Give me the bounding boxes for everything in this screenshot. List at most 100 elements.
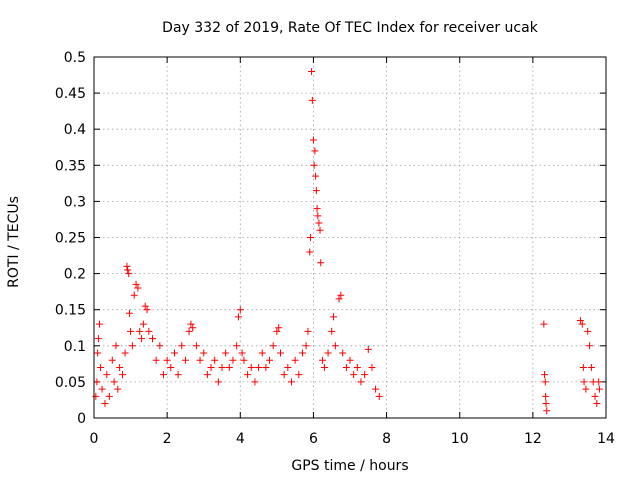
data-point xyxy=(353,363,361,371)
data-point xyxy=(200,349,208,357)
data-point xyxy=(287,378,295,386)
x-axis-label: GPS time / hours xyxy=(291,458,408,474)
data-point xyxy=(317,259,325,267)
data-point xyxy=(266,356,274,364)
data-point xyxy=(587,363,595,371)
data-point xyxy=(576,317,584,325)
data-point xyxy=(368,363,376,371)
data-point xyxy=(591,392,599,400)
data-point xyxy=(101,400,109,408)
data-point xyxy=(93,378,101,386)
data-point xyxy=(335,295,343,303)
data-point xyxy=(541,371,549,379)
data-point xyxy=(308,67,316,75)
y-axis-label: ROTI / TECUs xyxy=(6,196,22,288)
data-point xyxy=(225,363,233,371)
data-point xyxy=(273,327,281,335)
data-point xyxy=(156,342,164,350)
data-point xyxy=(595,385,603,393)
data-point xyxy=(127,327,135,335)
data-point xyxy=(319,356,327,364)
data-point xyxy=(361,371,369,379)
data-point xyxy=(375,392,383,400)
data-point xyxy=(244,371,252,379)
data-point xyxy=(330,313,338,321)
x-tick-label: 14 xyxy=(597,431,615,447)
data-point xyxy=(229,356,237,364)
data-point xyxy=(595,378,603,386)
data-point xyxy=(277,349,285,357)
y-tick-label: 0 xyxy=(77,411,86,427)
data-point xyxy=(134,284,142,292)
data-point xyxy=(311,147,319,155)
data-point xyxy=(138,335,146,343)
data-point xyxy=(262,363,270,371)
y-tick-label: 0.1 xyxy=(64,339,86,355)
data-point xyxy=(116,363,124,371)
data-point xyxy=(97,363,105,371)
y-tick-label: 0.45 xyxy=(55,86,86,102)
data-point xyxy=(298,349,306,357)
data-point xyxy=(315,219,323,227)
data-point xyxy=(542,400,550,408)
x-tick-label: 2 xyxy=(163,431,172,447)
data-point xyxy=(196,356,204,364)
data-point xyxy=(170,349,178,357)
data-point xyxy=(280,371,288,379)
data-point xyxy=(124,266,132,274)
y-tick-label: 0.35 xyxy=(55,158,86,174)
data-point xyxy=(541,378,549,386)
data-point xyxy=(110,378,118,386)
data-point xyxy=(238,349,246,357)
data-point xyxy=(139,320,147,328)
data-point xyxy=(295,371,303,379)
data-point xyxy=(143,306,151,314)
data-point xyxy=(342,363,350,371)
data-point xyxy=(310,161,318,169)
data-point xyxy=(203,371,211,379)
data-point xyxy=(324,349,332,357)
data-point xyxy=(218,363,226,371)
data-point xyxy=(214,378,222,386)
data-point xyxy=(125,270,133,278)
data-point xyxy=(306,248,314,256)
data-point xyxy=(159,371,167,379)
data-point xyxy=(181,356,189,364)
data-point xyxy=(542,392,550,400)
data-point xyxy=(187,320,195,328)
data-point xyxy=(337,291,345,299)
data-point xyxy=(123,262,131,270)
data-point xyxy=(316,226,324,234)
data-point xyxy=(251,378,259,386)
data-point xyxy=(284,363,292,371)
data-point xyxy=(167,363,175,371)
data-point xyxy=(314,212,322,220)
data-point xyxy=(163,356,171,364)
y-tick-label: 0.2 xyxy=(64,267,86,283)
data-point xyxy=(222,349,230,357)
data-point xyxy=(258,349,266,357)
data-point xyxy=(189,324,197,332)
chart-title: Day 332 of 2019, Rate Of TEC Index for r… xyxy=(162,20,539,36)
data-point xyxy=(234,313,242,321)
data-point xyxy=(149,335,157,343)
data-point xyxy=(98,385,106,393)
data-point xyxy=(304,327,312,335)
data-point xyxy=(312,172,320,180)
y-tick-label: 0.15 xyxy=(55,303,86,319)
data-point xyxy=(94,349,102,357)
data-point xyxy=(185,327,193,335)
data-point xyxy=(125,309,133,317)
data-point xyxy=(255,363,263,371)
data-point xyxy=(211,356,219,364)
data-points xyxy=(92,67,603,415)
data-point xyxy=(132,280,140,288)
data-point xyxy=(350,371,358,379)
data-point xyxy=(95,320,103,328)
data-point xyxy=(152,356,160,364)
data-point xyxy=(92,392,100,400)
data-point xyxy=(364,345,372,353)
data-point xyxy=(128,342,136,350)
y-tick-label: 0.4 xyxy=(64,122,86,138)
